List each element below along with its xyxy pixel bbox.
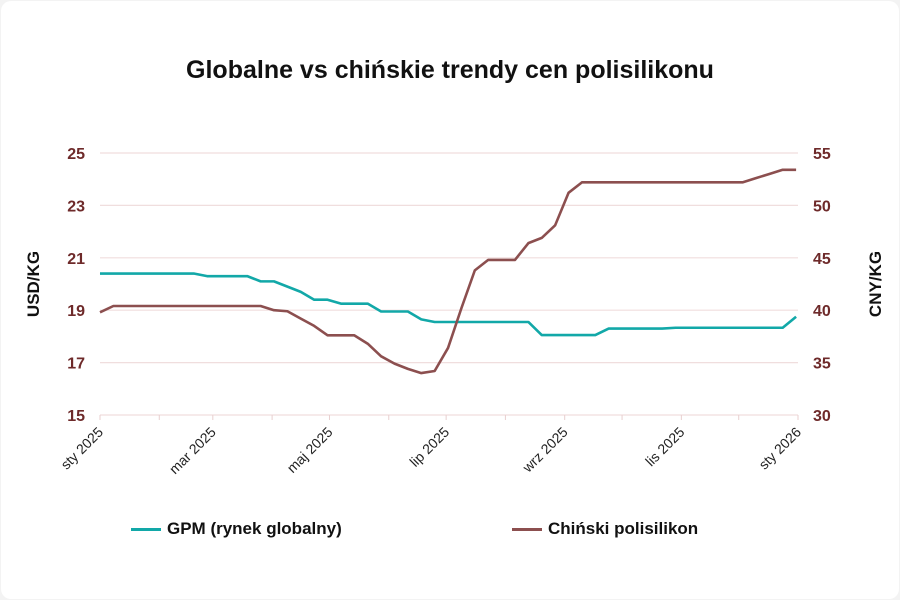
x-tick-label: mar 2025 bbox=[166, 424, 219, 477]
y-tick-left: 17 bbox=[67, 356, 85, 373]
y-axis-label-left: USD/KG bbox=[24, 251, 43, 317]
y-axis-label-right: CNY/KG bbox=[866, 251, 885, 317]
y-tick-right: 45 bbox=[813, 251, 831, 268]
series-line-gpm bbox=[100, 272, 797, 337]
x-tick-label: lis 2025 bbox=[642, 424, 688, 470]
legend-label-gpm: GPM (rynek globalny) bbox=[167, 519, 342, 538]
x-tick-label: wrz 2025 bbox=[519, 424, 571, 476]
legend-swatch-chinese bbox=[512, 527, 542, 531]
y-tick-left: 25 bbox=[67, 146, 85, 163]
x-tick-label: sty 2025 bbox=[57, 424, 106, 473]
y-tick-right: 55 bbox=[813, 146, 831, 163]
chart-title: Globalne vs chińskie trendy cen polisili… bbox=[186, 56, 714, 84]
legend-swatch-gpm bbox=[131, 527, 161, 531]
y-tick-left: 15 bbox=[67, 408, 85, 425]
y-tick-right: 50 bbox=[813, 198, 831, 215]
y-tick-left: 21 bbox=[67, 251, 85, 268]
y-tick-right: 40 bbox=[813, 303, 831, 320]
y-tick-left: 23 bbox=[67, 198, 85, 215]
legend-item-gpm: GPM (rynek globalny) bbox=[131, 519, 342, 539]
y-tick-right: 35 bbox=[813, 356, 831, 373]
x-tick-label: lip 2025 bbox=[406, 424, 452, 470]
series-line-chinese bbox=[99, 168, 797, 375]
y-tick-right: 30 bbox=[813, 408, 831, 425]
legend-item-chinese: Chiński polisilikon bbox=[512, 519, 698, 539]
x-tick-label: sty 2026 bbox=[755, 424, 804, 473]
y-tick-left: 19 bbox=[67, 303, 85, 320]
legend-label-chinese: Chiński polisilikon bbox=[548, 519, 699, 538]
x-tick-label: maj 2025 bbox=[284, 424, 336, 476]
